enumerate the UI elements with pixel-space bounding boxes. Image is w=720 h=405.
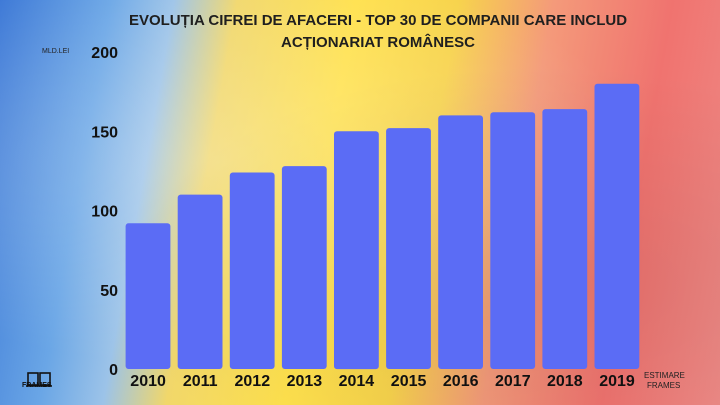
bar-2017 (490, 112, 536, 369)
unit-label: MLD.LEI (42, 48, 69, 55)
estimate-note-line-1: ESTIMARE (644, 371, 685, 380)
chart-title-line-2: ACȚIONARIAT ROMÂNESC (281, 33, 475, 51)
bar-2012 (229, 172, 275, 369)
x-tick-2019: 2019 (599, 373, 635, 390)
bar-2014 (334, 131, 379, 370)
bar-2011 (177, 194, 223, 369)
estimate-note-line-2: FRAMES (647, 381, 680, 390)
bar-2018 (542, 109, 588, 369)
bar-2013 (281, 166, 327, 369)
y-tick-200: 200 (91, 45, 118, 62)
y-tick-50: 50 (100, 283, 118, 300)
bar-2019 (594, 83, 640, 369)
bar-2015 (386, 128, 431, 369)
y-axis: 0 50 100 150 200 (91, 45, 118, 379)
x-tick-2018: 2018 (547, 373, 583, 390)
x-tick-2017: 2017 (495, 373, 531, 390)
bar-2016 (438, 115, 483, 370)
x-tick-2012: 2012 (235, 373, 271, 390)
x-tick-2015: 2015 (391, 373, 427, 390)
x-tick-2014: 2014 (339, 373, 375, 390)
x-axis: 2010 2011 2012 2013 2014 2015 2016 2017 2018 2019 (130, 373, 635, 390)
y-tick-100: 100 (91, 204, 118, 221)
y-tick-150: 150 (91, 124, 118, 141)
chart-title-line-1: EVOLUȚIA CIFREI DE AFACERI - TOP 30 DE C… (129, 12, 627, 29)
x-tick-2011: 2011 (183, 373, 218, 390)
bar-2010 (125, 223, 171, 369)
x-tick-2016: 2016 (443, 373, 479, 390)
bar-series (125, 83, 640, 370)
x-tick-2010: 2010 (130, 373, 166, 390)
brand-label: FRAMES (22, 382, 52, 389)
x-tick-2013: 2013 (287, 373, 323, 390)
frames-logo-icon (26, 372, 52, 387)
y-tick-0: 0 (109, 362, 118, 379)
